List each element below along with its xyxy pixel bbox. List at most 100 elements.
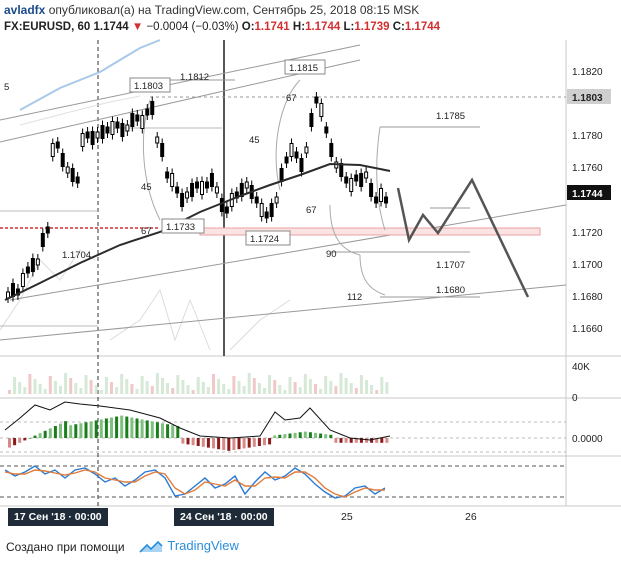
macd-bar — [84, 422, 88, 438]
macd-bar — [48, 428, 52, 438]
label-fan-112: 112 — [347, 292, 362, 303]
volume-bar — [64, 373, 68, 394]
candle-body — [329, 143, 334, 157]
price-axis[interactable]: 1.1820 1.1803 1.1780 1.1760 1.1744 1.172… — [567, 67, 611, 335]
volume-bar — [217, 379, 221, 394]
volume-bar — [212, 374, 215, 394]
tradingview-brand: TradingView — [167, 538, 239, 553]
macd-bar — [94, 420, 98, 438]
macd-bar — [273, 435, 277, 438]
macd-bar — [298, 432, 302, 438]
candle-body — [25, 266, 30, 274]
macd-bar — [53, 426, 57, 438]
macd-bar — [222, 438, 226, 450]
price-change: −0.0004 (−0.03%) — [146, 21, 239, 33]
macd-bar — [257, 438, 261, 446]
candle-body — [40, 233, 45, 247]
volume-bar — [59, 386, 62, 394]
background-lines — [0, 249, 291, 351]
macd-bar — [155, 422, 159, 438]
volume-bar — [339, 373, 343, 394]
price-tick-current: 1.1744 — [572, 189, 603, 200]
macd-bar — [314, 432, 317, 438]
macd-bar — [99, 419, 103, 438]
volume-bar — [268, 375, 272, 394]
candle-body — [349, 178, 354, 192]
candle-body — [45, 226, 50, 234]
macd-bar — [196, 438, 200, 446]
candle-body — [120, 123, 125, 137]
candle-body — [170, 173, 175, 187]
macd-bar — [89, 421, 93, 438]
price-tick-1780: 1.1780 — [572, 131, 603, 142]
price-tick-1720: 1.1720 — [572, 228, 603, 239]
close-value: 1.1744 — [404, 21, 441, 33]
volume-bar — [89, 380, 93, 394]
high-value: 1.1744 — [305, 21, 341, 33]
volume-bar — [110, 382, 113, 394]
label-left-5: 5 — [4, 82, 9, 93]
author-link[interactable]: avladfx — [4, 3, 46, 17]
candle-body — [364, 171, 369, 179]
volume-bar — [104, 377, 108, 394]
label-fan-45-left: 45 — [141, 182, 152, 193]
candle-body — [145, 108, 150, 116]
volume-bar — [370, 385, 374, 394]
candle-body — [209, 173, 214, 187]
last-price: 1.1744 — [93, 21, 129, 33]
macd-bar — [8, 438, 11, 448]
macd-bar — [120, 415, 124, 438]
close-label: C: — [392, 21, 405, 33]
volume-bar — [145, 381, 149, 394]
macd-bar — [181, 438, 185, 444]
candle-body — [50, 143, 55, 157]
label-fan-67-mid: 67 — [306, 205, 317, 216]
candle-body — [130, 113, 135, 127]
volume-bar — [23, 387, 27, 394]
volume-bar — [28, 374, 32, 394]
volume-bar — [359, 375, 363, 394]
volume-bar — [84, 375, 88, 394]
volume-bar — [79, 388, 83, 394]
volume-bar — [247, 373, 251, 394]
candle-body — [359, 173, 364, 187]
macd-bar — [74, 424, 78, 438]
macd-bar — [191, 438, 195, 446]
candle-body — [239, 183, 244, 197]
low-value: 1.1739 — [354, 21, 390, 33]
volume-tick-0: 0 — [572, 393, 578, 404]
macd-bar — [293, 432, 297, 438]
candle-body — [35, 258, 40, 266]
volume-histogram — [8, 373, 389, 394]
high-label: H: — [292, 21, 306, 33]
volume-bar — [186, 385, 190, 394]
volume-bar — [135, 389, 139, 394]
price-tick-1680: 1.1680 — [572, 292, 603, 303]
trend-channel-lines — [0, 44, 567, 341]
volume-bar — [354, 388, 358, 394]
candle-body — [60, 153, 65, 167]
candle-body — [100, 125, 105, 139]
macd-bar — [242, 438, 246, 449]
candle-body — [180, 193, 185, 207]
volume-bar — [171, 388, 175, 394]
volume-bar — [18, 382, 22, 394]
macd-bar — [145, 420, 149, 438]
volume-bar — [232, 376, 236, 394]
volume-bar — [329, 381, 333, 394]
label-fan-90: 90 — [326, 249, 337, 260]
macd-bar — [130, 417, 134, 438]
macd-bar — [135, 418, 139, 438]
macd-bar — [247, 438, 251, 448]
macd-bar — [33, 435, 37, 438]
candle-body — [269, 203, 274, 217]
tradingview-logo[interactable]: TradingView — [138, 538, 239, 555]
candle-body — [299, 158, 304, 172]
macd-bar — [308, 432, 312, 438]
volume-bar — [237, 381, 241, 394]
macd-bar — [344, 438, 348, 443]
volume-bar — [349, 383, 353, 394]
volume-bar — [176, 375, 180, 394]
macd-tick-zero: 0.0000 — [572, 434, 603, 445]
